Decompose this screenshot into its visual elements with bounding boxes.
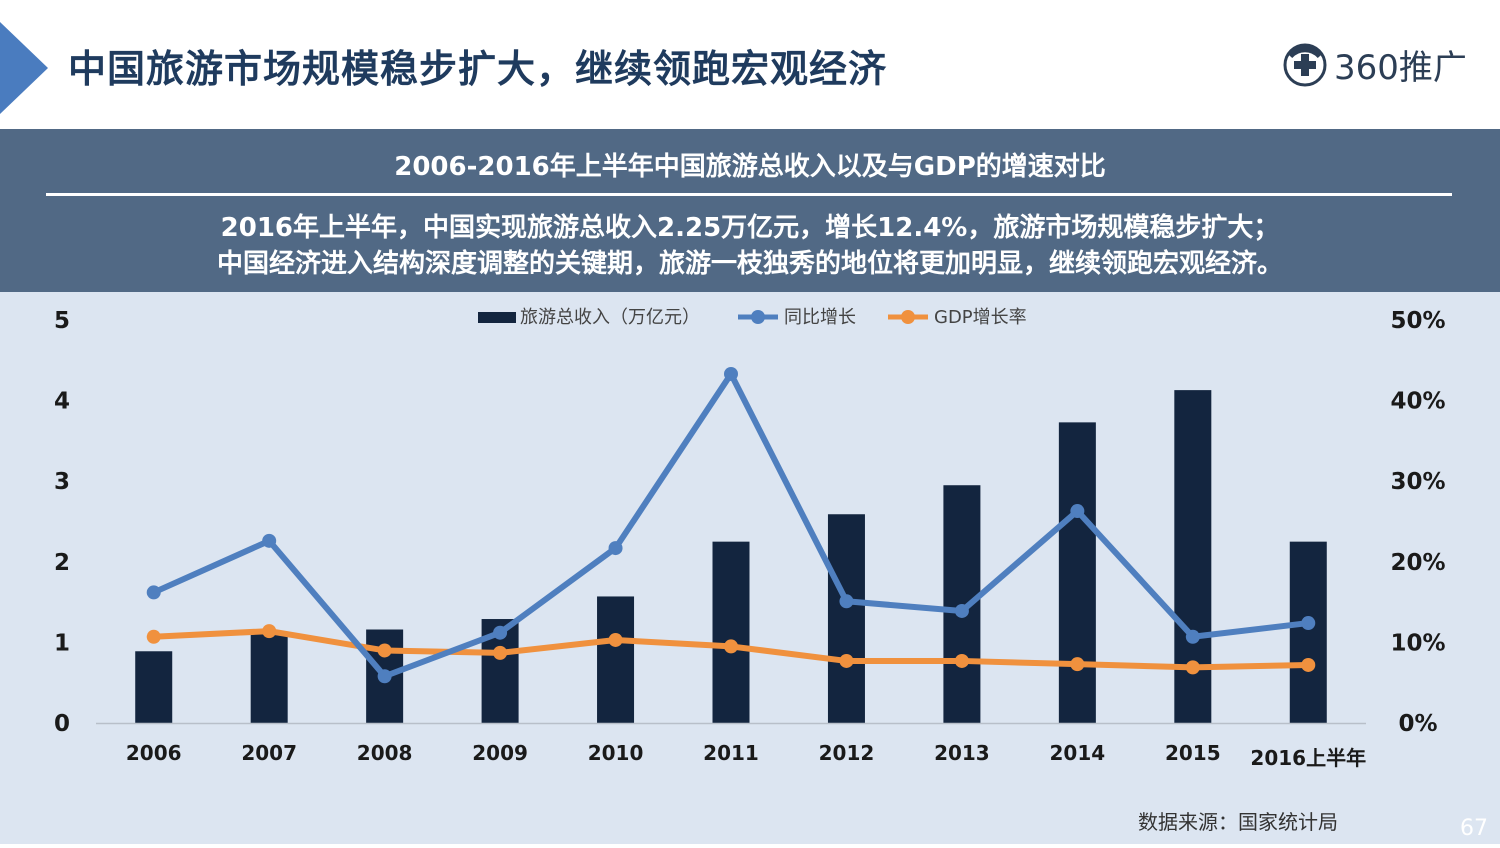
- revenue-bar: [827, 514, 865, 723]
- gdp-growth-point: [1070, 657, 1085, 672]
- y-left-tick-label: 3: [54, 469, 70, 495]
- revenue-bar: [597, 596, 635, 723]
- gdp-growth-point: [493, 645, 508, 660]
- brand-logo: 360推广: [1282, 40, 1467, 89]
- x-tick-label: 2013: [934, 741, 990, 765]
- gdp-growth-point: [608, 632, 623, 647]
- y-right-tick-label: 50%: [1390, 308, 1445, 334]
- revenue-bar: [250, 634, 288, 723]
- legend-label-gdp: GDP增长率: [934, 307, 1027, 328]
- x-tick-label: 2015: [1165, 741, 1221, 765]
- x-tick-label: 2011: [703, 741, 759, 765]
- yoy-growth-point: [146, 585, 161, 600]
- legend-swatch-revenue: [478, 312, 516, 323]
- summary-banner: 2006-2016年上半年中国旅游总收入以及与GDP的增速对比 2016年上半年…: [0, 129, 1500, 292]
- data-source: 数据来源：国家统计局: [1138, 810, 1338, 834]
- yoy-growth-point: [954, 603, 969, 618]
- yoy-growth-point: [839, 594, 854, 609]
- revenue-bar: [135, 651, 173, 723]
- gdp-growth-point: [1185, 660, 1200, 675]
- combo-chart: 旅游总收入（万亿元） 同比增长 GDP增长率 0123450%10%20%30%…: [54, 307, 1446, 770]
- yoy-growth-point: [262, 533, 277, 548]
- y-right-tick-label: 10%: [1390, 630, 1445, 656]
- y-right-tick-label: 40%: [1390, 389, 1445, 415]
- yoy-growth-point: [1185, 629, 1200, 644]
- legend-marker-gdp: [901, 310, 915, 324]
- chart-title: 2006-2016年上半年中国旅游总收入以及与GDP的增速对比: [394, 152, 1106, 182]
- revenue-bar: [1058, 422, 1096, 723]
- summary-line-2: 中国经济进入结构深度调整的关键期，旅游一枝独秀的地位将更加明显，继续领跑宏观经济…: [216, 249, 1283, 279]
- summary-line-1: 2016年上半年，中国实现旅游总收入2.25万亿元，增长12.4%，旅游市场规模…: [220, 213, 1280, 243]
- chart-area: 旅游总收入（万亿元） 同比增长 GDP增长率 0 1 2 3 4 5 0% 10% 20% 30%…: [0, 292, 1500, 844]
- title-arrow-decoration: [0, 22, 48, 114]
- revenue-bar: [1289, 541, 1327, 723]
- y-left-tick-label: 4: [54, 389, 70, 415]
- gdp-growth-point: [146, 629, 161, 644]
- page-number: 67: [1460, 816, 1488, 841]
- yoy-growth-point: [1301, 616, 1316, 631]
- x-tick-label: 2009: [472, 741, 528, 765]
- yoy-growth-point: [724, 367, 738, 382]
- x-tick-label: 2007: [241, 741, 297, 765]
- legend-label-revenue: 旅游总收入（万亿元）: [520, 307, 700, 328]
- x-tick-label: 2014: [1050, 741, 1106, 765]
- revenue-bar: [712, 541, 750, 723]
- x-tick-label: 2016上半年: [1250, 746, 1366, 770]
- gdp-growth-point: [377, 643, 392, 658]
- y-left-tick-label: 2: [54, 550, 70, 576]
- y-left-tick-label: 0: [54, 711, 70, 737]
- x-tick-label: 2012: [819, 741, 875, 765]
- plus-circle-icon: [1283, 43, 1327, 86]
- yoy-growth-point: [377, 669, 392, 684]
- gdp-growth-point: [1301, 657, 1316, 672]
- chart-legend: 旅游总收入（万亿元） 同比增长 GDP增长率: [478, 307, 1027, 328]
- y-left-tick-label: 1: [54, 630, 70, 656]
- gdp-growth-point: [262, 624, 277, 639]
- x-tick-label: 2010: [588, 741, 644, 765]
- y-right-tick-label: 20%: [1390, 550, 1445, 576]
- gdp-growth-point: [954, 653, 969, 668]
- gdp-growth-point: [724, 639, 738, 654]
- legend-label-yoy: 同比增长: [784, 307, 856, 328]
- gdp-growth-point: [839, 653, 854, 668]
- page-title: 中国旅游市场规模稳步扩大，继续领跑宏观经济: [68, 47, 888, 91]
- x-tick-label: 2008: [357, 741, 413, 765]
- banner-divider: [46, 193, 1452, 196]
- y-left-tick-label: 5: [54, 308, 70, 334]
- x-tick-label: 2006: [126, 741, 182, 765]
- y-right-tick-label: 0%: [1398, 711, 1437, 737]
- brand-name: 360推广: [1334, 48, 1467, 88]
- yoy-growth-point: [1070, 504, 1085, 519]
- y-right-tick-label: 30%: [1390, 469, 1445, 495]
- yoy-growth-point: [608, 541, 623, 556]
- legend-marker-yoy: [751, 310, 765, 324]
- yoy-growth-point: [493, 625, 508, 640]
